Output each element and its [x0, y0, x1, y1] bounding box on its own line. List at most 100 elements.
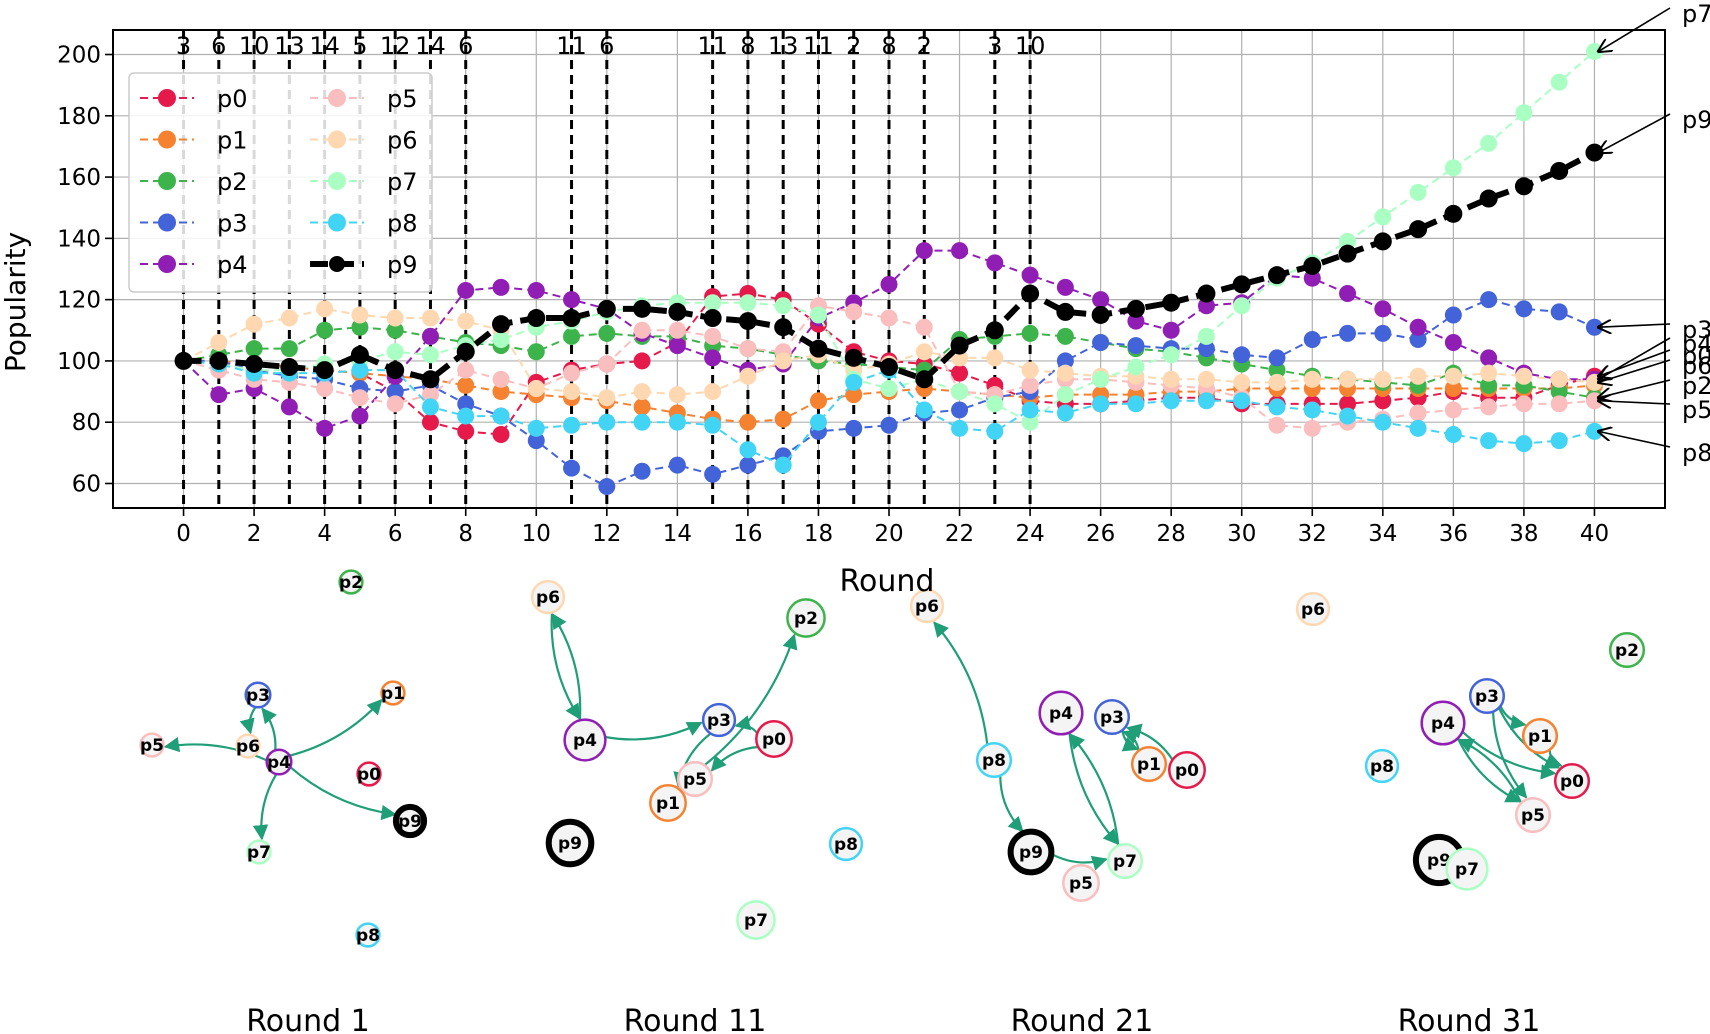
- legend-marker-p2: [158, 172, 176, 190]
- network-node-p3: [1093, 698, 1131, 736]
- data-point-p9: [809, 339, 828, 358]
- data-point-p2: [1268, 361, 1286, 379]
- x-tick-label: 40: [1580, 521, 1609, 547]
- data-point-p8: [1374, 413, 1392, 431]
- network-node-p1: [1521, 717, 1559, 755]
- network-node-label-p5: p5: [1069, 874, 1093, 894]
- network-node-label-p2: p2: [339, 573, 363, 593]
- event-label: 13: [768, 32, 799, 60]
- data-point-p8: [633, 413, 651, 431]
- legend-marker-p4: [158, 255, 176, 273]
- data-point-p8: [986, 422, 1004, 440]
- data-point-p8: [774, 456, 792, 474]
- data-point-p8: [704, 416, 722, 434]
- data-point-p7: [1480, 134, 1498, 152]
- event-label: 11: [803, 32, 834, 60]
- data-point-p4: [1480, 349, 1498, 367]
- y-axis-label: Popularity: [0, 232, 32, 372]
- data-point-p6: [1444, 367, 1462, 385]
- series-line-p6: [183, 307, 1595, 399]
- data-point-p0: [492, 425, 510, 443]
- legend-label-p3: p3: [217, 210, 248, 238]
- annotation-label-p2: p2: [1682, 372, 1710, 400]
- network-node-label-p6: p6: [236, 737, 260, 757]
- data-point-p9: [456, 342, 475, 361]
- data-point-p6: [316, 300, 334, 318]
- data-point-p1: [633, 398, 651, 416]
- legend-label-p4: p4: [217, 251, 248, 279]
- network-node-p1: [380, 680, 406, 706]
- data-point-p2: [316, 321, 334, 339]
- x-tick-label: 2: [247, 521, 262, 547]
- data-point-p2: [598, 324, 616, 342]
- data-point-p7: [492, 330, 510, 348]
- data-point-p1: [845, 386, 863, 404]
- event-label: 12: [380, 32, 411, 60]
- data-point-p5: [1021, 376, 1039, 394]
- data-point-p9: [1056, 302, 1075, 321]
- data-point-p6: [245, 315, 263, 333]
- data-point-p4: [492, 278, 510, 296]
- event-label: 11: [697, 32, 728, 60]
- data-point-p4: [1374, 300, 1392, 318]
- network-node-label-p3: p3: [1100, 708, 1124, 728]
- data-point-p4: [1162, 321, 1180, 339]
- data-point-p5: [457, 361, 475, 379]
- data-point-p3: [1268, 349, 1286, 367]
- data-point-p3: [1515, 300, 1533, 318]
- data-point-p7: [1515, 104, 1533, 122]
- data-point-p9: [1409, 220, 1428, 239]
- data-point-p6: [527, 380, 545, 397]
- data-point-p3: [1233, 346, 1251, 364]
- network-edge-p8-p9: [999, 775, 1024, 833]
- network-node-label-p2: p2: [794, 609, 818, 629]
- network-edge-p4-p5: [1456, 737, 1522, 803]
- data-point-p5: [633, 321, 651, 339]
- network-edge-p4-p3: [261, 707, 277, 751]
- data-point-p3: [845, 419, 863, 437]
- data-point-p5: [1550, 395, 1568, 413]
- data-point-p5: [563, 364, 581, 382]
- data-point-p7: [1092, 370, 1110, 388]
- network-edge-p4-p0: [1461, 730, 1557, 780]
- network-edge-p3-p5: [1491, 711, 1528, 799]
- data-point-p8: [1339, 407, 1357, 425]
- data-point-p9: [562, 309, 581, 328]
- data-point-p9: [774, 318, 793, 337]
- data-point-p2: [1480, 376, 1498, 394]
- data-point-p3: [1374, 324, 1392, 342]
- network-node-p3: [244, 681, 272, 709]
- network-edge-p7-p4: [1069, 733, 1120, 846]
- popularity-plot: 3 6 10 13 14 5 12 14 6 11 6 11 8 13 11 2 8 2 3 100 2 4 6 8 10 12 1…: [57, 0, 1710, 547]
- data-point-p6: [1374, 370, 1392, 388]
- data-point-p5: [668, 321, 686, 339]
- data-point-p5: [421, 386, 439, 404]
- data-point-p7: [880, 380, 898, 397]
- legend-label-p0: p0: [217, 85, 248, 113]
- data-point-p8: [1056, 404, 1074, 422]
- network-edge-p3-p6: [239, 706, 257, 735]
- network-node-label-p7: p7: [744, 911, 768, 931]
- annotation-arrow-p3: [1598, 324, 1671, 327]
- data-point-p3: [1480, 291, 1498, 309]
- y-tick-label: 60: [72, 471, 101, 497]
- data-point-p3: [563, 459, 581, 477]
- x-tick-label: 8: [458, 521, 473, 547]
- data-point-p2: [527, 343, 545, 361]
- network-node-label-p5: p5: [1521, 806, 1545, 826]
- x-tick-label: 34: [1368, 521, 1397, 547]
- network-node-label-p7: p7: [1113, 852, 1137, 872]
- network-node-label-p5: p5: [683, 770, 707, 790]
- network-edge-p4-p3: [604, 721, 703, 741]
- network-node-label-p8: p8: [1370, 757, 1394, 777]
- legend-marker-p0: [158, 89, 176, 107]
- data-point-p2: [280, 340, 298, 358]
- data-point-p9: [703, 309, 722, 328]
- data-point-p5: [915, 318, 933, 336]
- data-point-p3: [1092, 334, 1110, 352]
- data-point-p1: [809, 392, 827, 410]
- event-label: 3: [987, 32, 1002, 60]
- data-point-p9: [597, 299, 616, 318]
